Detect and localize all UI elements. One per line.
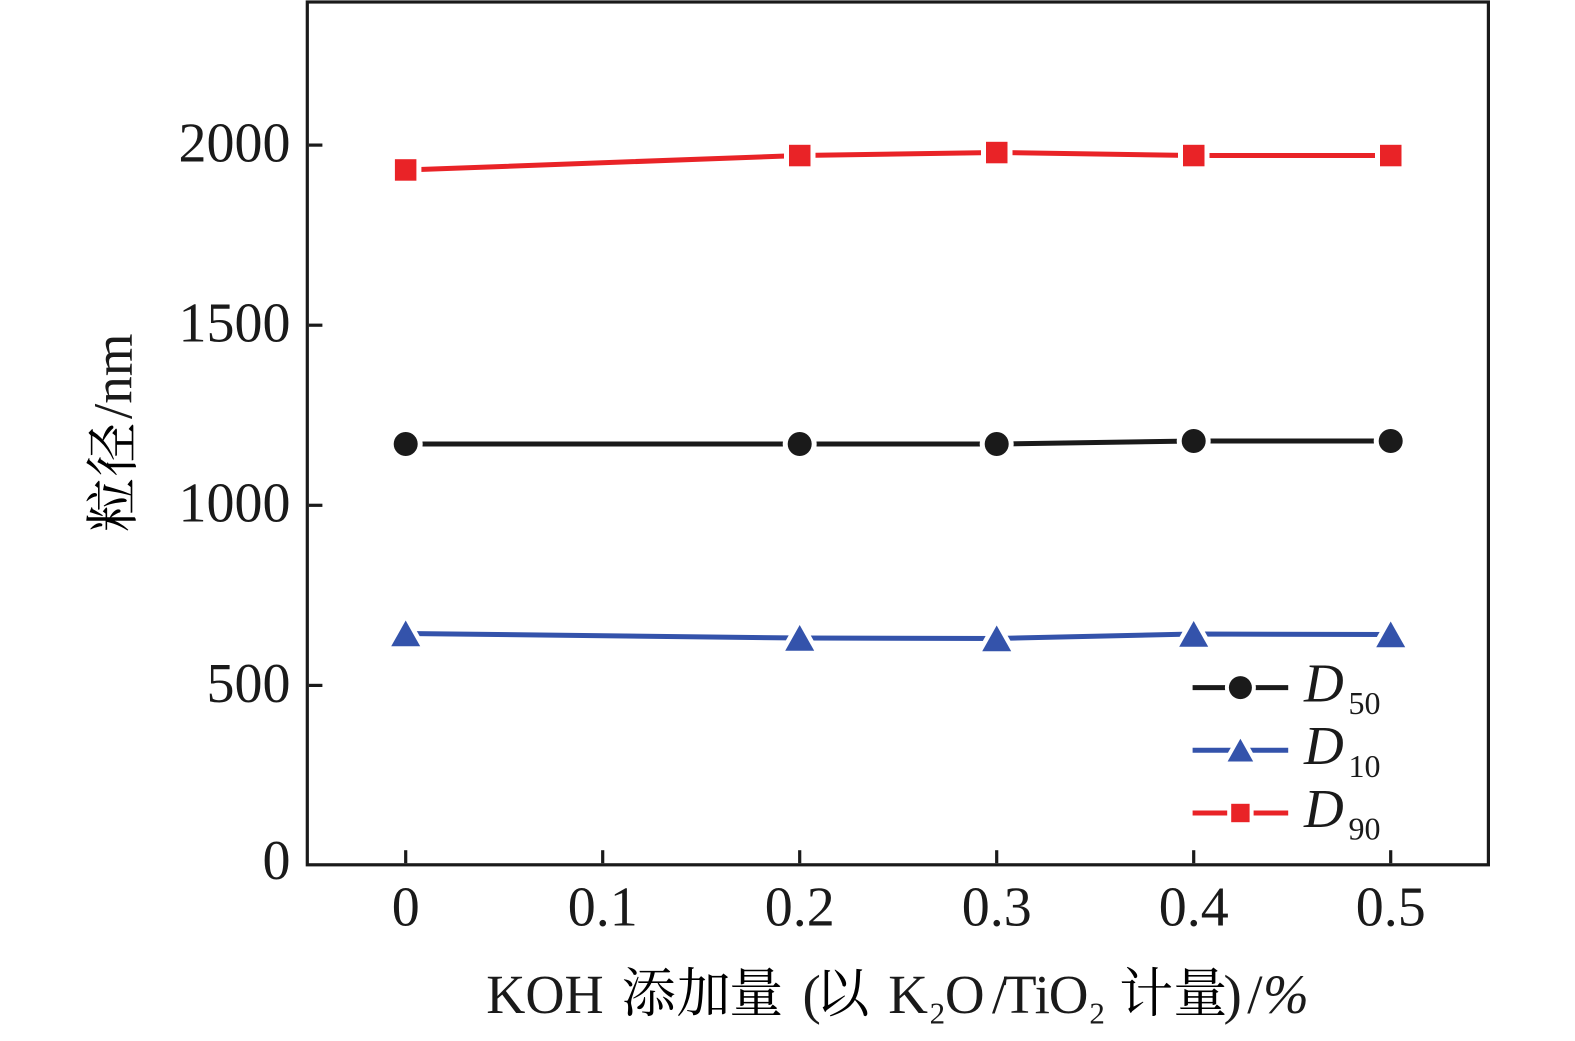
- svg-text:K: K: [888, 964, 928, 1025]
- svg-text:O: O: [945, 964, 985, 1025]
- svg-text:2: 2: [930, 995, 946, 1030]
- svg-text:%: %: [1263, 964, 1309, 1025]
- svg-text:(: (: [803, 964, 821, 1025]
- svg-text:0.3: 0.3: [962, 876, 1032, 938]
- svg-text:D: D: [1303, 715, 1344, 776]
- svg-text:/: /: [992, 964, 1008, 1025]
- svg-text:1500: 1500: [179, 293, 291, 355]
- svg-text:0.5: 0.5: [1356, 876, 1426, 938]
- svg-text:D: D: [1303, 652, 1344, 713]
- svg-text:0: 0: [392, 876, 420, 938]
- svg-text:Ti: Ti: [1003, 964, 1050, 1025]
- svg-text:KOH: KOH: [486, 964, 603, 1025]
- svg-text:2: 2: [1089, 995, 1105, 1030]
- svg-text:50: 50: [1349, 685, 1381, 721]
- svg-text:0.4: 0.4: [1159, 876, 1229, 938]
- svg-text:1000: 1000: [179, 473, 291, 535]
- svg-text:D: D: [1303, 778, 1344, 839]
- svg-text:90: 90: [1349, 811, 1381, 847]
- svg-text:/nm: /nm: [83, 333, 144, 419]
- svg-text:): ): [1224, 964, 1242, 1025]
- svg-text:0.2: 0.2: [765, 876, 835, 938]
- svg-text:500: 500: [207, 653, 291, 715]
- svg-text:2000: 2000: [179, 113, 291, 175]
- svg-text:10: 10: [1349, 748, 1381, 784]
- svg-text:0.1: 0.1: [568, 876, 638, 938]
- svg-text:0: 0: [263, 830, 291, 892]
- svg-text:O: O: [1049, 964, 1089, 1025]
- svg-text:/: /: [1247, 964, 1263, 1025]
